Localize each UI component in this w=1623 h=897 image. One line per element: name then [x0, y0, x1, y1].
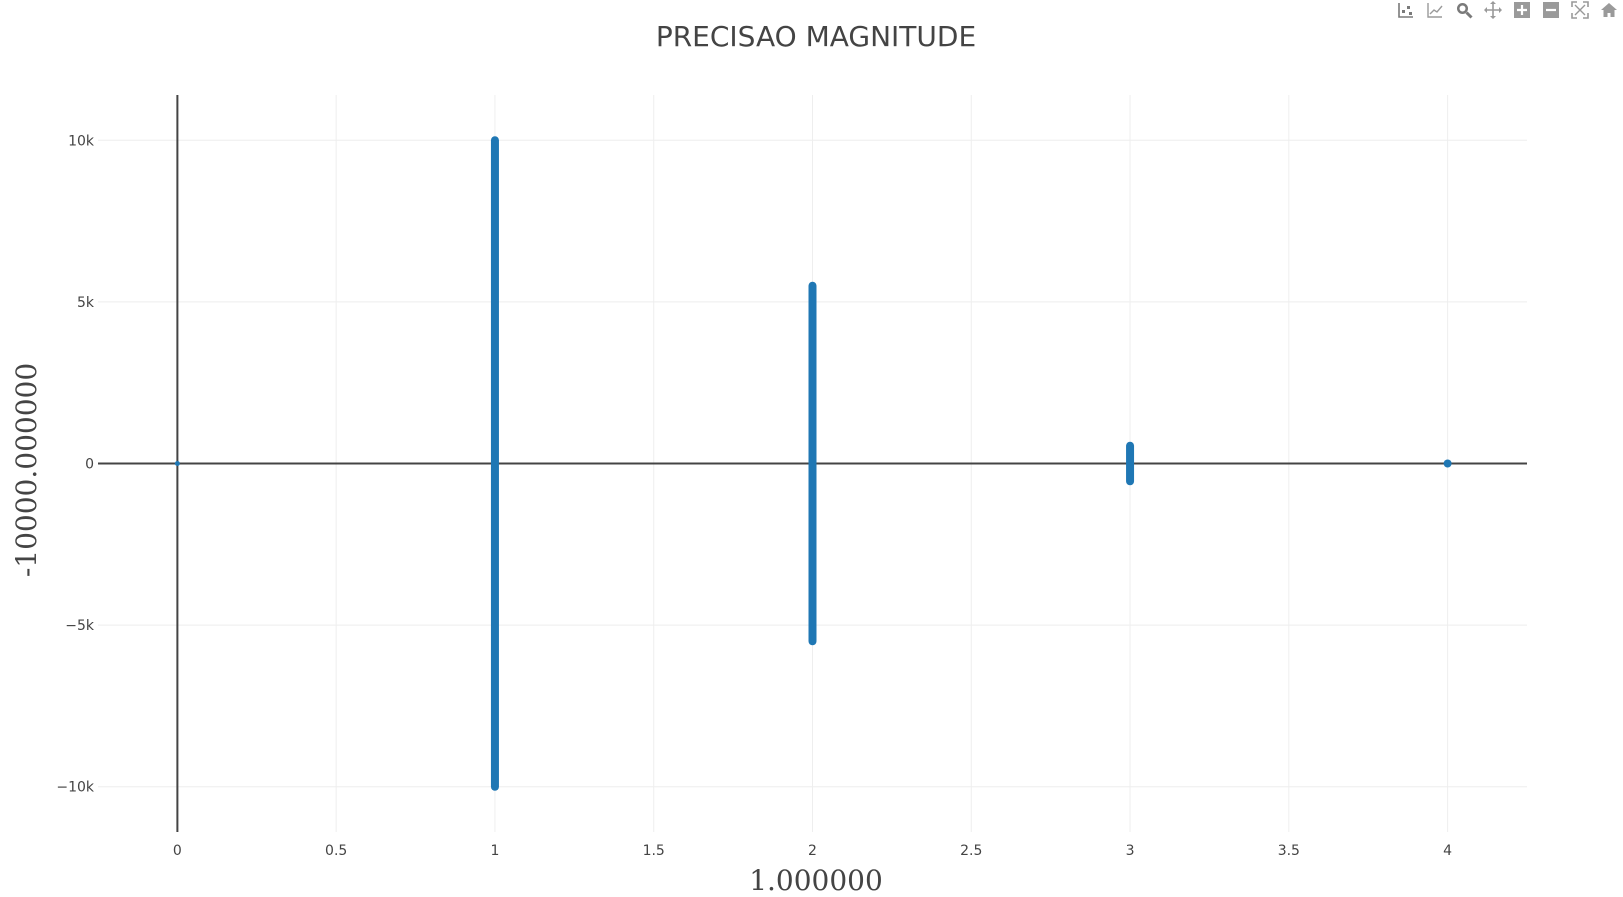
data-point: [174, 461, 180, 466]
x-tick-label: 4: [1443, 843, 1452, 859]
y-tick-label: 5k: [77, 295, 95, 311]
reset-axes-button[interactable]: [1599, 2, 1619, 22]
y-tick-label: −10k: [56, 780, 95, 796]
y-tick-label: −5k: [65, 618, 95, 634]
x-tick-label: 1.5: [643, 843, 665, 859]
x-tick-labels: 0 0.5 1 1.5 2 2.5 3 3.5 4: [173, 843, 1452, 859]
x-tick-label: 3: [1126, 843, 1135, 859]
data-series: [174, 136, 1452, 791]
data-point: [1443, 459, 1452, 468]
zoom-in-button[interactable]: [1512, 2, 1532, 22]
compare-hover-button[interactable]: [1396, 2, 1416, 22]
x-tick-label: 2.5: [960, 843, 982, 859]
closest-hover-button[interactable]: [1425, 2, 1445, 22]
compare-hover-icon: [1397, 1, 1415, 23]
x-tick-label: 2: [808, 843, 817, 859]
zoom-button[interactable]: [1454, 2, 1474, 22]
closest-hover-icon: [1426, 1, 1444, 23]
y-tick-label: 0: [85, 457, 94, 473]
autoscale-icon: [1571, 1, 1589, 23]
x-tick-label: 0.5: [325, 843, 347, 859]
zoom-icon: [1455, 1, 1473, 23]
plot-toolbar: [1396, 1, 1619, 23]
x-axis-title: 1.000000: [749, 864, 883, 897]
zoom-out-icon: [1542, 1, 1560, 23]
pan-icon: [1484, 1, 1502, 23]
y-tick-label: 10k: [68, 133, 95, 149]
y-tick-labels: −10k −5k 0 5k 10k: [56, 133, 95, 795]
y-axis-title: -10000.000000: [10, 363, 43, 577]
zoom-in-icon: [1513, 1, 1531, 23]
x-tick-label: 3.5: [1278, 843, 1300, 859]
zoom-out-button[interactable]: [1541, 2, 1561, 22]
reset-axes-icon: [1600, 1, 1618, 23]
chart-title: PRECISAO MAGNITUDE: [656, 20, 976, 53]
x-tick-label: 1: [490, 843, 499, 859]
autoscale-button[interactable]: [1570, 1, 1590, 23]
x-tick-label: 0: [173, 843, 182, 859]
pan-button[interactable]: [1483, 1, 1503, 23]
